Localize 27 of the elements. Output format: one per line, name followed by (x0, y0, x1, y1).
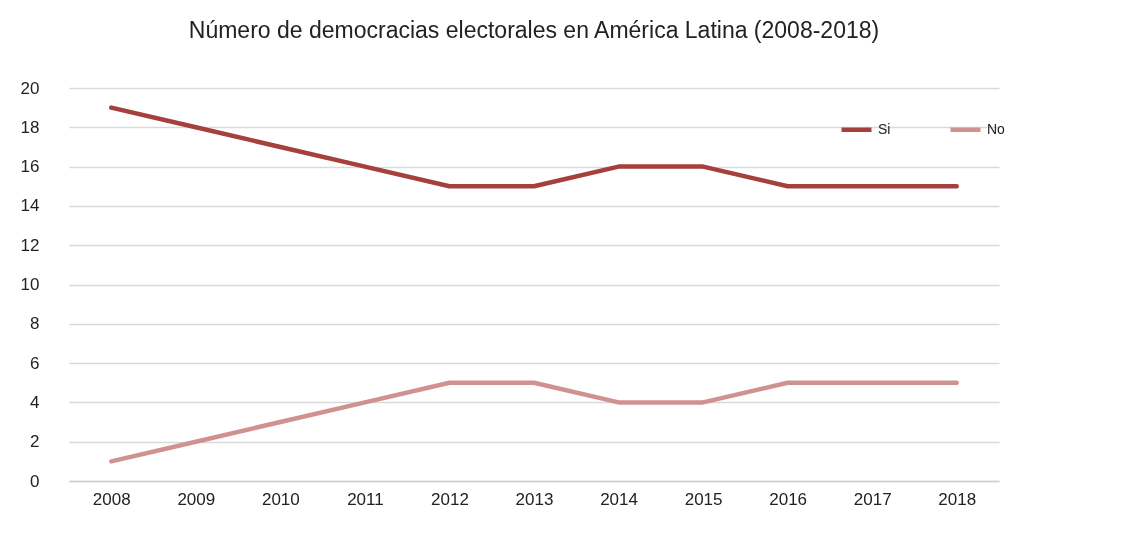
x-tick-label: 2017 (853, 489, 892, 509)
y-tick-label: 6 (30, 353, 40, 373)
x-tick-label: 2013 (515, 489, 554, 509)
legend-label: No (987, 120, 1006, 137)
y-tick-label: 0 (30, 471, 40, 491)
chart-title: Número de democracias electorales en América Latina (2008-2018) (188, 17, 880, 43)
x-tick-label: 2018 (938, 489, 977, 509)
x-tick-label: 2011 (347, 489, 384, 509)
line-series (109, 105, 959, 189)
x-tick-label: 2012 (431, 489, 469, 509)
y-tick-label: 18 (20, 117, 40, 137)
y-tick-label: 8 (30, 314, 40, 334)
x-tick-label: 2015 (684, 489, 723, 509)
legend-label: Si (878, 120, 891, 137)
y-tick-label: 12 (20, 235, 40, 255)
y-tick-label: 16 (20, 157, 40, 177)
y-tick-label: 14 (20, 196, 40, 216)
y-tick-label: 10 (20, 275, 40, 294)
x-tick-label: 2014 (600, 489, 638, 509)
y-tick-label: 4 (30, 392, 40, 412)
x-tick-label: 2008 (92, 489, 131, 509)
x-tick-label: 2010 (261, 489, 300, 509)
x-tick-label: 2016 (769, 489, 808, 509)
x-tick-label: 2009 (177, 489, 216, 509)
line-series (109, 380, 959, 464)
y-tick-label: 20 (20, 78, 40, 98)
y-tick-label: 2 (30, 432, 40, 452)
